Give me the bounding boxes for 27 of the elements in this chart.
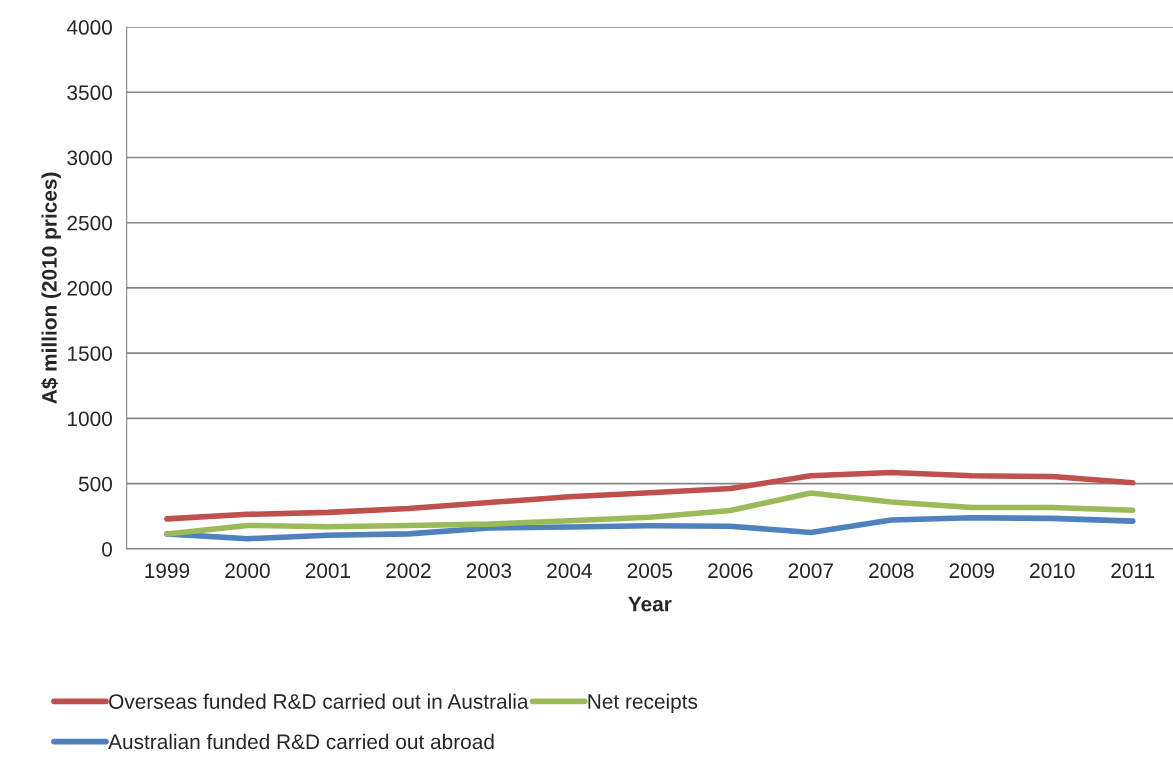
legend-label: Overseas funded R&D carried out in Australia (109, 693, 529, 709)
x-tick-label: 2001 (305, 563, 351, 579)
legend-label: Australian funded R&D carried out abroad (108, 733, 494, 750)
y-tick-label: 2500 (67, 215, 112, 231)
y-tick-label: 0 (102, 541, 112, 557)
x-tick-label: 2007 (788, 563, 833, 579)
x-tick-label: 2003 (466, 563, 512, 579)
x-tick-label: 2006 (708, 563, 753, 579)
x-tick-label: 2008 (869, 563, 914, 579)
y-tick-label: 3000 (67, 150, 112, 166)
x-tick-label: 2000 (225, 563, 270, 579)
legend-label: Net receipts (588, 693, 698, 713)
y-tick-label: 3500 (67, 85, 112, 101)
y-tick-label: 1500 (68, 346, 112, 361)
x-tick-label: 2011 (1111, 563, 1155, 579)
x-tick-label: 2002 (386, 563, 431, 579)
x-axis-title: Year (628, 596, 672, 612)
x-tick-label: 2004 (547, 563, 592, 579)
x-tick-label: 1999 (145, 563, 190, 579)
y-tick-label: 500 (78, 476, 112, 492)
x-tick-label: 2005 (627, 563, 673, 579)
y-tick-label: 2000 (67, 280, 112, 296)
x-tick-label: 2010 (1030, 563, 1075, 579)
y-tick-label: 1000 (68, 411, 112, 427)
x-tick-label: 2009 (949, 563, 994, 579)
y-axis-title: A$ million (2010 prices) (41, 172, 61, 404)
y-tick-label: 4000 (66, 20, 112, 35)
